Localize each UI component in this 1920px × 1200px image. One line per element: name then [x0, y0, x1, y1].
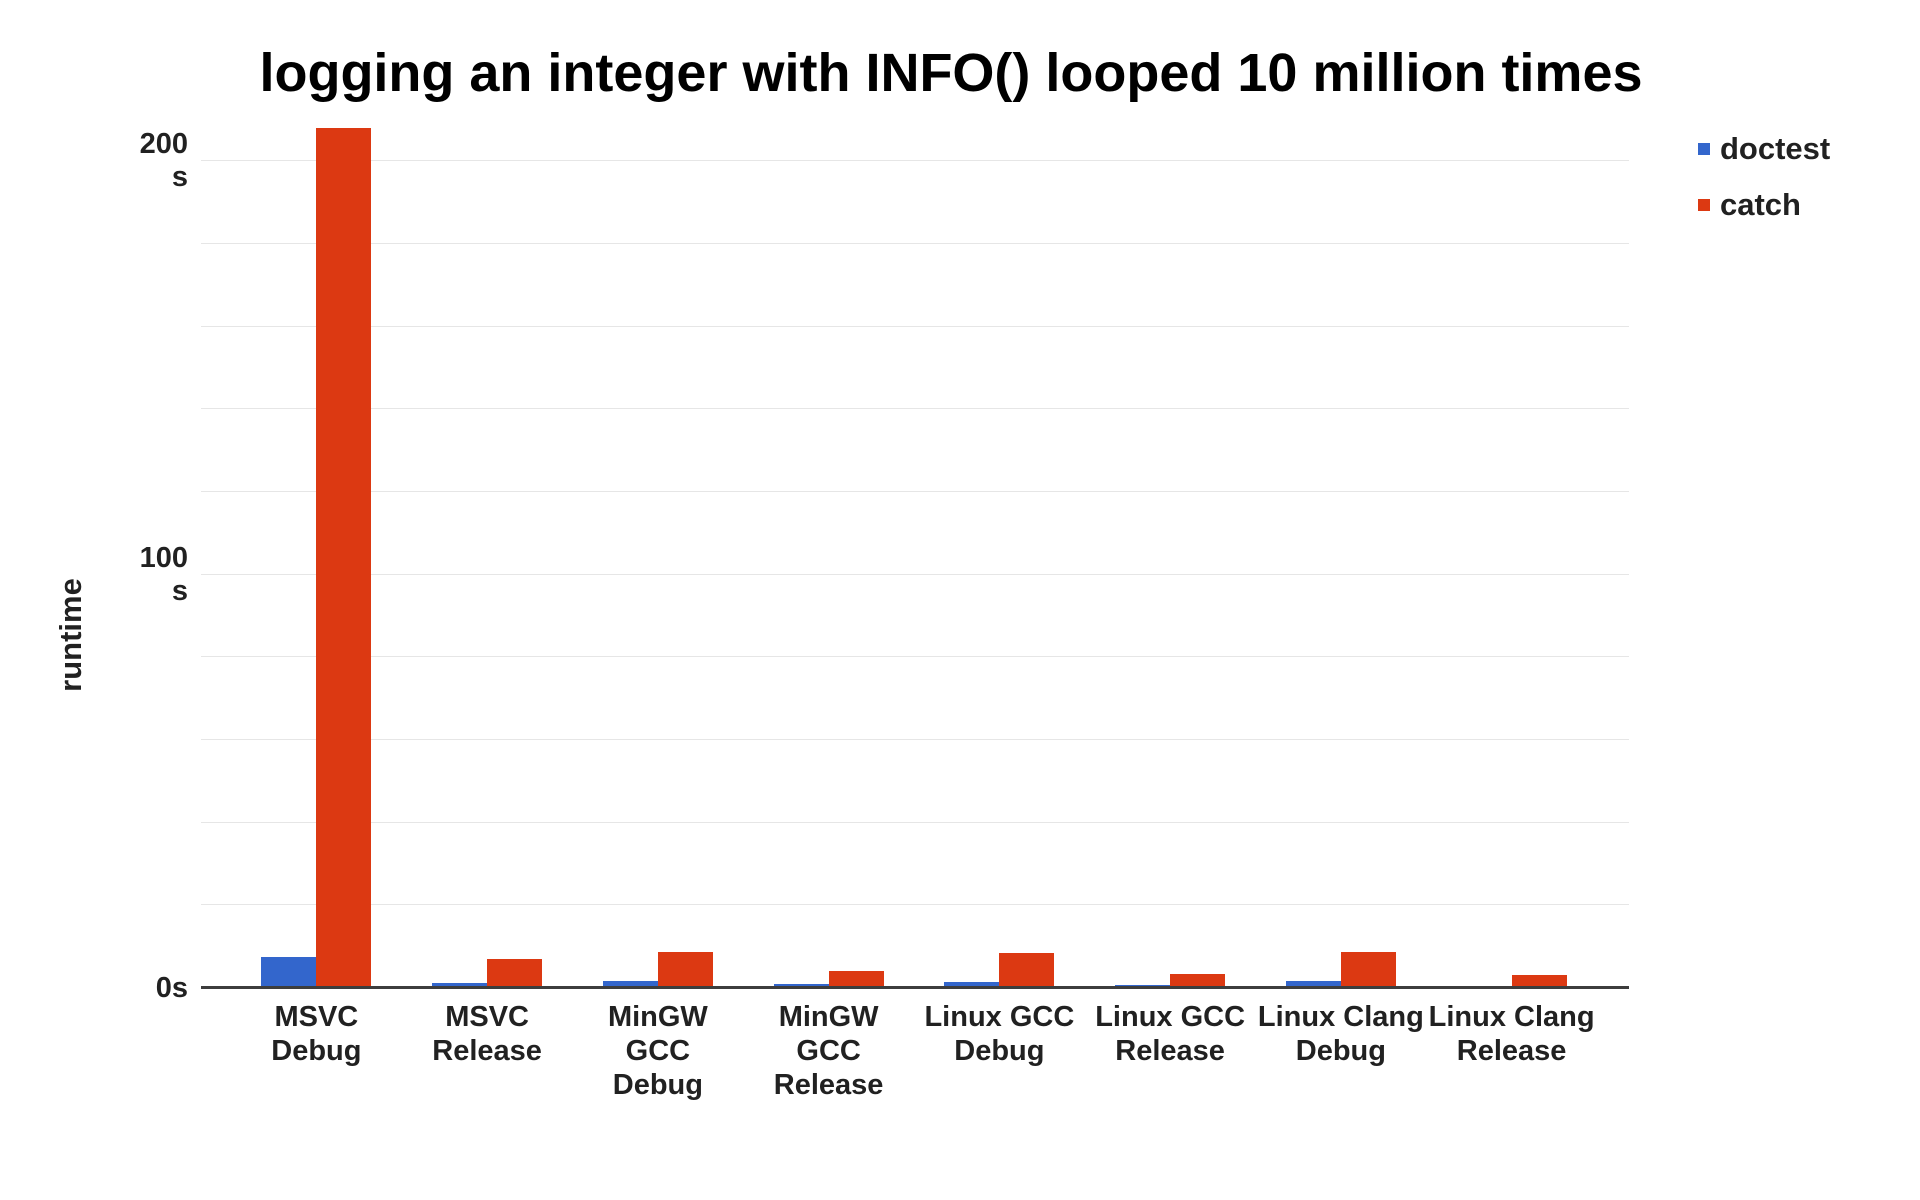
bar-catch	[999, 952, 1055, 988]
x-axis-label-line1: MSVC	[445, 1001, 530, 1033]
legend-item-doctest: doctest	[1698, 132, 1830, 166]
x-axis-label: MinGW GCC Debug	[573, 1000, 744, 1102]
x-axis-label-line1: Linux Clang	[1257, 1001, 1424, 1033]
x-axis-label-line1: MinGW GCC	[607, 1001, 708, 1067]
bar-doctest	[432, 983, 488, 988]
gridline	[201, 573, 1629, 575]
x-axis: MSVC Debug MSVC Release MinGW GCC Debug MinGW …	[231, 1000, 1597, 1102]
bar-group	[1085, 120, 1256, 988]
legend-label: catch	[1720, 187, 1801, 222]
y-axis-tick-line: s	[171, 161, 188, 194]
x-axis-label-line2: Release	[1456, 1035, 1567, 1067]
gridline	[201, 739, 1629, 740]
gridline	[201, 325, 1629, 327]
bar-catch	[1170, 973, 1226, 988]
x-axis-label-line2: Release	[432, 1035, 542, 1067]
bar-doctest	[944, 982, 1000, 988]
bar-catch	[487, 959, 543, 988]
x-axis-label-line2: Debug	[271, 1035, 362, 1067]
legend: doctest catch	[1698, 132, 1830, 222]
y-axis-tick-line: 100	[139, 541, 188, 574]
x-axis-label-line2: Debug	[612, 1069, 703, 1101]
bar-group	[231, 120, 402, 988]
gridline	[201, 243, 1629, 244]
x-axis-label-line2: Debug	[1295, 1035, 1386, 1067]
bar-group	[914, 120, 1085, 988]
x-axis-label: MinGW GCC Release	[743, 1000, 914, 1102]
gridline	[201, 491, 1629, 492]
bar-catch	[828, 971, 884, 988]
gridline	[201, 160, 1629, 162]
bar-doctest	[261, 957, 317, 988]
x-axis-baseline	[201, 986, 1629, 989]
gridline	[201, 408, 1629, 410]
plot-area	[201, 120, 1629, 989]
bar-doctest	[602, 980, 658, 988]
bar-doctest	[773, 983, 829, 988]
bar-group	[402, 120, 573, 988]
x-axis-label-line1: Linux Clang	[1428, 1001, 1595, 1033]
x-axis-label: Linux GCC Debug	[914, 1000, 1085, 1102]
bar-group	[573, 120, 744, 988]
legend-swatch-icon	[1698, 199, 1710, 211]
legend-item-catch: catch	[1698, 188, 1830, 222]
bars-region	[231, 120, 1597, 988]
gridline	[201, 821, 1629, 823]
bar-catch	[1511, 975, 1567, 988]
x-axis-label: Linux GCC Release	[1085, 1000, 1256, 1102]
gridline	[201, 904, 1629, 906]
x-axis-label-line1: MinGW GCC	[778, 1001, 879, 1067]
bar-group	[1256, 120, 1427, 988]
legend-label: doctest	[1720, 131, 1831, 166]
bar-group	[1426, 120, 1597, 988]
y-axis-tick-line: 0s	[155, 971, 188, 1004]
x-axis-label: Linux Clang Debug	[1256, 1000, 1427, 1102]
x-axis-label-line1: MSVC	[274, 1001, 359, 1033]
y-axis-title: runtime	[53, 578, 88, 692]
x-axis-label: MSVC Release	[402, 1000, 573, 1102]
y-axis-tick-label: 0s	[100, 972, 188, 1005]
legend-swatch-icon	[1698, 143, 1710, 155]
x-axis-label-line2: Release	[1115, 1035, 1225, 1067]
x-axis-label: Linux Clang Release	[1426, 1000, 1597, 1102]
y-axis-tick-line: 200	[139, 128, 188, 161]
y-axis-tick-line: s	[171, 574, 188, 607]
x-axis-label-line2: Debug	[954, 1035, 1045, 1067]
bar-catch	[657, 952, 713, 988]
y-axis-tick-label: 200 s	[100, 128, 188, 194]
bar-group	[743, 120, 914, 988]
x-axis-label-line1: Linux GCC	[1095, 1001, 1246, 1033]
bar-catch	[1340, 951, 1396, 988]
bar-doctest	[1285, 981, 1341, 988]
chart-title: logging an integer with INFO() looped 10…	[259, 43, 1643, 103]
bar-catch	[316, 128, 372, 988]
x-axis-label-line1: Linux GCC	[924, 1001, 1075, 1033]
y-axis-tick-label: 100 s	[100, 542, 188, 608]
gridline	[201, 656, 1629, 658]
x-axis-label: MSVC Debug	[231, 1000, 402, 1102]
x-axis-label-line2: Release	[773, 1069, 884, 1101]
